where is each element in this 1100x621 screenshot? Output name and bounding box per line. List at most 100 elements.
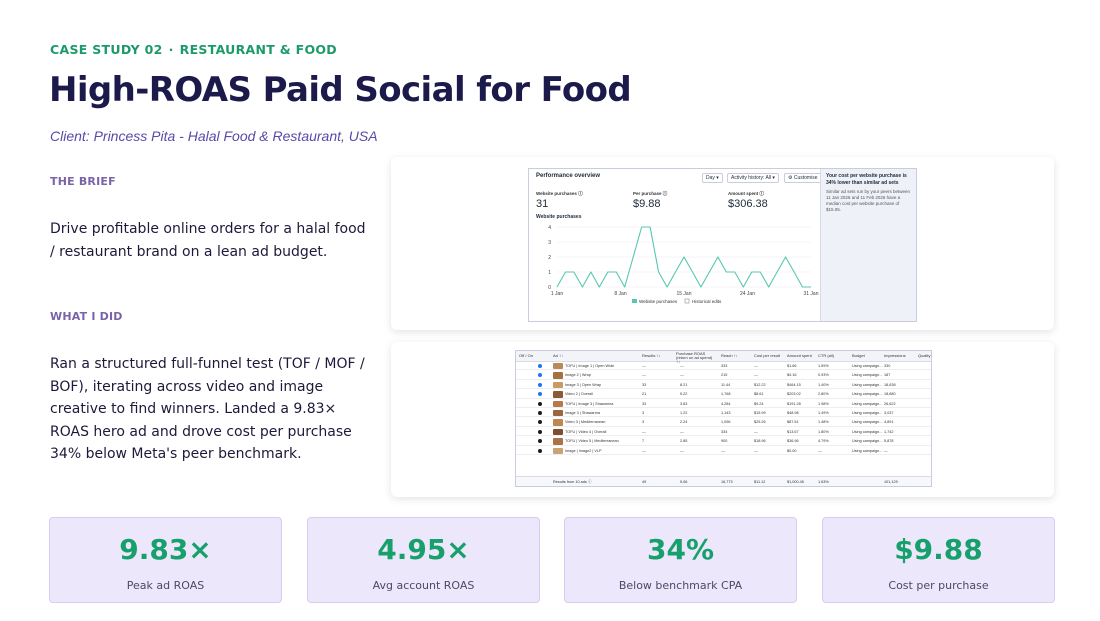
legend-swatch-website-purchases — [632, 299, 637, 303]
cell-budget: Using campaign... — [852, 401, 883, 406]
table-row[interactable]: Image | Image2 | VLP — — — — $0.00— Using camp… — [516, 447, 931, 455]
col-header-cost-per-result[interactable]: Cost per result — [754, 353, 781, 358]
ad-name[interactable]: Image 2 | Wrap — [565, 373, 591, 378]
cell-impr: 18,880 — [884, 392, 896, 397]
legend-swatch-historical-edits — [684, 298, 690, 304]
ads-table-panel: Off / On Ad ↑↓ Results ↑↓ Purchase ROAS … — [515, 350, 932, 487]
cell-roas: — — [680, 448, 684, 453]
cell-cpr: — — [754, 448, 758, 453]
cell-spent: $13.67 — [787, 429, 799, 434]
cell-spent: $87.51 — [787, 420, 799, 425]
table-row[interactable]: TOFU | Video 4 | Overall — — 334 — $13.67 1.80… — [516, 428, 931, 437]
table-row[interactable]: TOFU | Video 5 | Mediterranean 7 2.85 900 $1… — [516, 437, 931, 446]
legend-label-website-purchases: Website purchases — [639, 299, 678, 304]
brief-text: Drive profitable online orders for a hal… — [50, 221, 366, 260]
cell-budget: Using campaign... — [852, 364, 883, 368]
stat-value: 34% — [646, 533, 715, 566]
cell-spent: $464.15 — [787, 382, 801, 387]
ad-name[interactable]: Image 3 | Shawarma — [565, 411, 600, 415]
table-row[interactable]: Video 2 | Overall 21 5.22 1,768 $8.61 $203.02… — [516, 390, 931, 399]
col-header-budget[interactable]: Budget — [852, 353, 865, 358]
col-header-ctr[interactable]: CTR (all) — [818, 353, 834, 358]
table-row[interactable]: Image 2 | Wrap — — 215 — $4.16 0.93% Using camp… — [516, 371, 931, 380]
footer-name: Results from 10 ads ⓘ — [553, 480, 592, 484]
footer-reach: 16,773 — [721, 480, 733, 484]
col-header-toggle: Off / On — [519, 353, 533, 358]
ad-name[interactable]: TOFU | Image 3 | Shawarma — [565, 401, 614, 406]
ad-name[interactable]: Video 2 | Overall — [565, 392, 593, 397]
benchmark-insight-panel: Your cost per website purchase is 34% lo… — [820, 169, 916, 321]
cell-ctr: — — [818, 448, 822, 453]
ad-toggle[interactable] — [538, 420, 542, 425]
activity-history-dropdown[interactable]: Activity history: All ▾ — [727, 173, 779, 183]
cell-reach: 334 — [721, 429, 728, 434]
table-row[interactable]: TOFU | Image 3 | Shawarma 33 3.83 4,284 $9.2… — [516, 400, 931, 408]
cell-spent: $191.28 — [787, 401, 801, 406]
col-header-reach[interactable]: Reach ↑↓ — [721, 353, 738, 358]
footer-impressions: 101,129 — [884, 480, 898, 484]
metric-value-per-purchase: $9.88 — [633, 198, 661, 210]
y-tick-label: 2 — [548, 255, 551, 261]
cell-cpr: $12.22 — [754, 382, 766, 387]
footer-cost-per-result: $11.12 — [754, 480, 766, 484]
ad-toggle[interactable] — [538, 448, 542, 453]
cell-ctr: 1.59% — [818, 364, 829, 368]
table-row[interactable]: TOFU | Image 1 | Open Wide — — 333 — $1.66 1.5… — [516, 362, 931, 371]
cell-roas: — — [680, 429, 684, 434]
cell-roas: 1.22 — [680, 411, 688, 415]
ad-name[interactable]: TOFU | Video 5 | Mediterranean — [565, 439, 619, 444]
cell-reach: — — [721, 448, 725, 453]
metric-label-purchases: Website purchases ⓘ — [536, 191, 583, 196]
cell-results: 21 — [642, 392, 647, 397]
ad-name[interactable]: Image | Image2 | VLP — [565, 448, 602, 453]
footer-results: 49 — [642, 480, 647, 484]
cell-budget: Using campaign... — [852, 382, 883, 387]
stat-card-below-benchmark: 34% Below benchmark CPA — [564, 517, 797, 603]
cell-results: — — [642, 373, 646, 378]
stat-label: Avg account ROAS — [372, 579, 475, 592]
ad-toggle[interactable] — [538, 364, 542, 368]
col-header-results[interactable]: Results ↑↓ — [642, 353, 661, 358]
ad-thumbnail — [553, 419, 563, 426]
performance-screenshot-card: Performance overview Day ▾ Activity hist… — [391, 157, 1054, 330]
col-header-quality[interactable]: Quality — [918, 353, 931, 358]
col-header-impressions[interactable]: Impressions — [884, 353, 906, 358]
eyebrow-separator: · — [168, 42, 174, 57]
cell-ctr: 0.93% — [818, 373, 829, 378]
cell-ctr: 1.98% — [818, 401, 829, 406]
footer-amount-spent: $1,000.45 — [787, 480, 804, 484]
ad-toggle[interactable] — [538, 429, 542, 434]
cell-cpr: $18.96 — [754, 439, 766, 444]
cell-ctr: 1.48% — [818, 420, 829, 425]
metric-label-amount-spent: Amount spent ⓘ — [728, 191, 764, 196]
case-study-number: CASE STUDY 02 — [50, 42, 163, 57]
x-tick-label: 31 Jan — [803, 291, 818, 297]
ad-toggle[interactable] — [538, 439, 542, 444]
ad-toggle[interactable] — [538, 373, 542, 378]
cell-reach: 11.44 — [721, 382, 731, 387]
ad-name[interactable]: TOFU | Image 1 | Open Wide — [565, 364, 615, 368]
ad-toggle[interactable] — [538, 401, 542, 406]
ad-name[interactable]: Video 3 | Mediterranean — [565, 420, 606, 425]
col-header-ad[interactable]: Ad ↑↓ — [553, 353, 564, 358]
table-row[interactable]: Image 3 | Open Wrap 33 8.21 11.44 $12.22 $464… — [516, 381, 931, 390]
col-header-roas[interactable]: Purchase ROAS (return on ad spend) ↑↓ — [676, 351, 713, 364]
ad-toggle[interactable] — [538, 411, 542, 415]
day-dropdown[interactable]: Day ▾ — [702, 173, 723, 183]
table-row[interactable]: Video 3 | Mediterranean 3 2.24 1,096 $25.26 $… — [516, 418, 931, 427]
col-header-amount-spent[interactable]: Amount spent — [787, 353, 812, 358]
ad-toggle[interactable] — [538, 392, 542, 397]
ad-name[interactable]: TOFU | Video 4 | Overall — [565, 429, 607, 434]
ad-toggle[interactable] — [538, 382, 542, 387]
cell-impr: 26,622 — [884, 401, 896, 406]
cell-results: 3 — [642, 420, 645, 425]
cell-cpr: $9.24 — [754, 401, 764, 406]
cell-roas: 5.22 — [680, 392, 688, 397]
cell-ctr: 4.79% — [818, 439, 829, 444]
cell-results: — — [642, 364, 646, 368]
table-row[interactable]: Image 3 | Shawarma 3 1.22 1,143 $15.99 $48.98… — [516, 409, 931, 418]
ad-name[interactable]: Image 3 | Open Wrap — [565, 382, 602, 387]
cell-results: 33 — [642, 401, 647, 406]
stat-value: 4.95× — [377, 533, 470, 566]
cell-roas: 2.24 — [680, 420, 688, 425]
